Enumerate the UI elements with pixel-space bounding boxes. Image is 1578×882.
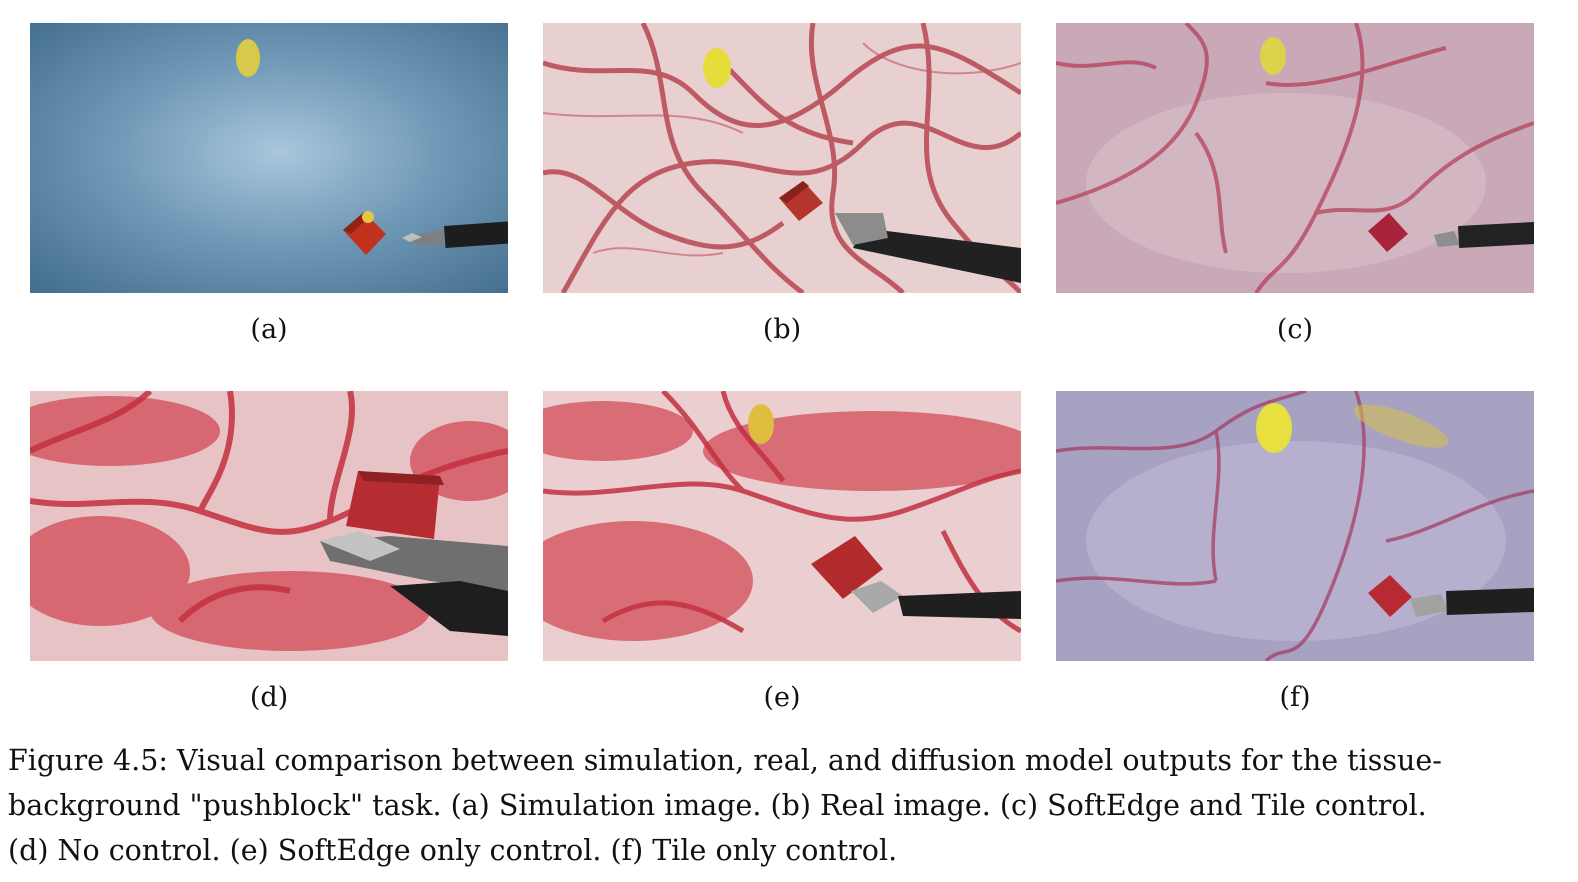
panel-e-image bbox=[543, 391, 1021, 661]
subfigure-label-a: (a) bbox=[250, 314, 288, 345]
subfigure-label-c: (c) bbox=[1276, 314, 1314, 345]
panel-f-image bbox=[1056, 391, 1534, 661]
figure-caption: Figure 4.5: Visual comparison between si… bbox=[8, 738, 1568, 873]
caption-line-3: (d) No control. (e) SoftEdge only contro… bbox=[8, 834, 898, 867]
subfigure-label-e: (e) bbox=[763, 682, 801, 713]
panel-a-image bbox=[30, 23, 508, 293]
panel-b-image bbox=[543, 23, 1021, 293]
panel-c-image bbox=[1056, 23, 1534, 293]
subfigure-label-f: (f) bbox=[1279, 682, 1311, 713]
panel-d-image bbox=[30, 391, 508, 661]
subfigure-label-d: (d) bbox=[249, 682, 289, 713]
subfigure-label-b: (b) bbox=[762, 314, 802, 345]
caption-line-2: background "pushblock" task. (a) Simulat… bbox=[8, 789, 1427, 822]
caption-line-1: Figure 4.5: Visual comparison between si… bbox=[8, 744, 1442, 777]
